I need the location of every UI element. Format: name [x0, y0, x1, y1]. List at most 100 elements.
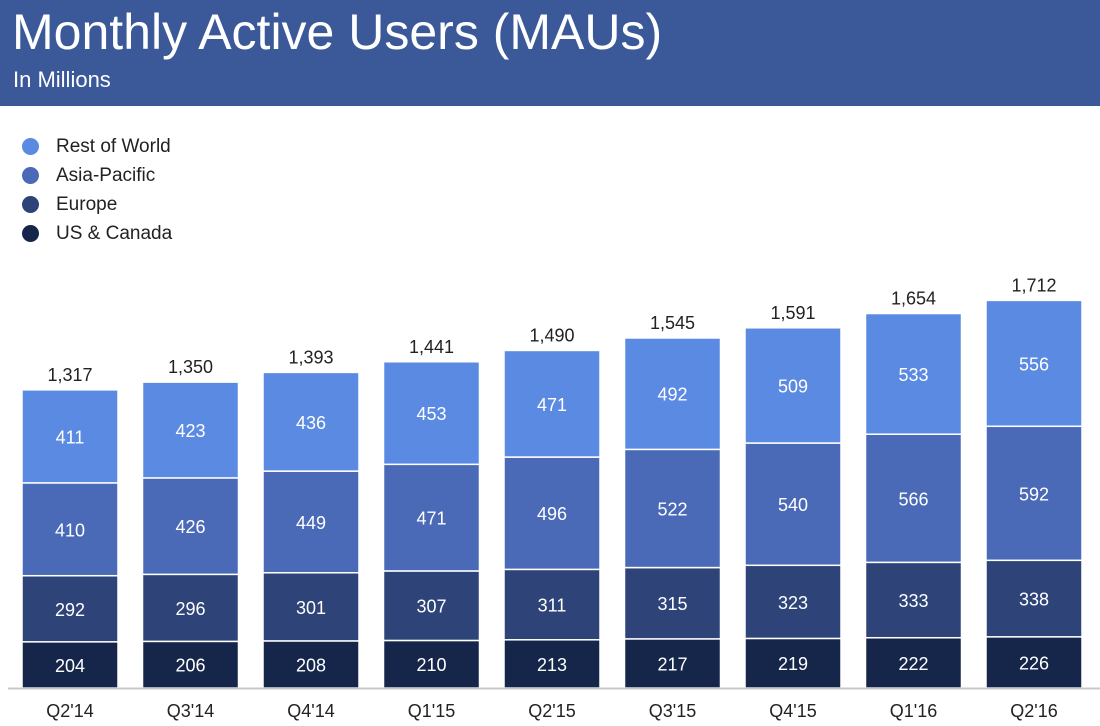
- bar-segment-rest-of-world: [623, 337, 722, 451]
- bar-value-label: 222: [898, 654, 928, 674]
- bar-segment-rest-of-world: [382, 361, 481, 466]
- bar-total-label: 1,591: [770, 303, 815, 323]
- bar-segment-europe: [141, 573, 240, 643]
- x-tick-label: Q3'14: [167, 701, 214, 721]
- bar-segment-us-canada: [623, 638, 722, 689]
- bar-value-label: 533: [898, 365, 928, 385]
- bar-segment-europe: [262, 572, 360, 642]
- bar-value-label: 492: [657, 385, 687, 405]
- x-tick-label: Q4'14: [287, 701, 334, 721]
- bar-value-label: 301: [296, 598, 326, 618]
- bar-segment-europe: [864, 561, 963, 639]
- legend-label: Rest of World: [56, 135, 171, 157]
- bar-segment-rest-of-world: [503, 349, 601, 458]
- bar-value-label: 226: [1019, 653, 1049, 673]
- legend-item-us-canada: US & Canada: [22, 219, 172, 248]
- bar-value-label: 436: [296, 413, 326, 433]
- bar-segment-asia-pacific: [503, 456, 601, 571]
- bar-value-label: 296: [175, 599, 205, 619]
- bar-value-label: 411: [56, 427, 85, 447]
- bar-segment-asia-pacific: [864, 433, 963, 564]
- bar-total-label: 1,490: [529, 325, 574, 345]
- bar-value-label: 496: [537, 504, 567, 524]
- x-tick-label: Q1'15: [408, 701, 455, 721]
- bar-segment-rest-of-world: [21, 389, 119, 484]
- bar-value-label: 592: [1019, 484, 1049, 504]
- bar-value-label: 423: [175, 421, 205, 441]
- bar-segment-asia-pacific: [744, 442, 842, 567]
- bar-value-label: 426: [175, 517, 205, 537]
- chart-legend: Rest of World Asia-Pacific Europe US & C…: [22, 132, 172, 248]
- bar-value-label: 311: [538, 596, 567, 616]
- bar-total-label: 1,654: [891, 289, 936, 309]
- bar-segment-asia-pacific: [623, 448, 722, 569]
- legend-item-asia-pacific: Asia-Pacific: [22, 161, 172, 190]
- bar-value-label: 509: [778, 376, 808, 396]
- bar-segment-europe: [382, 570, 481, 642]
- bar-segment-europe: [744, 564, 842, 640]
- x-tick-label: Q2'15: [528, 701, 575, 721]
- bar-segment-asia-pacific: [262, 470, 360, 574]
- bar-value-label: 204: [55, 656, 85, 676]
- bar-segment-europe: [503, 568, 601, 641]
- legend-item-rest-of-world: Rest of World: [22, 132, 172, 161]
- legend-swatch-asia-pacific: [22, 167, 39, 184]
- bar-segment-us-canada: [141, 640, 240, 689]
- page-subtitle: In Millions: [13, 67, 111, 92]
- bar-segment-us-canada: [744, 637, 842, 689]
- bar-segment-us-canada: [503, 639, 601, 689]
- legend-swatch-europe: [22, 196, 39, 213]
- bar-segment-rest-of-world: [985, 299, 1083, 428]
- bar-total-label: 1,317: [47, 365, 92, 385]
- bar-segment-rest-of-world: [141, 381, 240, 479]
- bar-value-label: 453: [416, 404, 446, 424]
- bar-value-label: 307: [416, 597, 446, 617]
- bar-segment-rest-of-world: [744, 327, 842, 444]
- x-tick-label: Q1'16: [890, 701, 937, 721]
- bar-segment-rest-of-world: [262, 371, 360, 472]
- bar-value-label: 540: [778, 495, 808, 515]
- bar-value-label: 556: [1019, 354, 1049, 374]
- bar-segment-asia-pacific: [141, 477, 240, 576]
- bar-value-label: 213: [537, 655, 567, 675]
- legend-label: US & Canada: [56, 222, 173, 244]
- legend-label: Europe: [56, 193, 118, 215]
- bar-total-label: 1,393: [288, 347, 333, 367]
- x-tick-label: Q2'14: [46, 701, 93, 721]
- bar-segment-us-canada: [382, 639, 481, 689]
- legend-item-europe: Europe: [22, 190, 172, 219]
- legend-swatch-rest-of-world: [22, 138, 39, 155]
- bar-value-label: 471: [537, 395, 567, 415]
- bar-value-label: 449: [296, 513, 326, 533]
- header-banner: Monthly Active Users (MAUs) In Millions: [0, 0, 1100, 106]
- bar-segment-europe: [623, 566, 722, 640]
- bar-value-label: 210: [416, 655, 446, 675]
- legend-swatch-us-canada: [22, 225, 39, 242]
- bar-value-label: 315: [657, 594, 687, 614]
- bar-value-label: 410: [55, 520, 85, 540]
- x-tick-label: Q3'15: [649, 701, 696, 721]
- bar-value-label: 323: [778, 593, 808, 613]
- bar-value-label: 566: [898, 489, 928, 509]
- bar-value-label: 208: [296, 655, 326, 675]
- bar-value-label: 338: [1019, 590, 1049, 610]
- x-tick-label: Q4'15: [769, 701, 816, 721]
- bar-value-label: 522: [657, 499, 687, 519]
- bar-segment-asia-pacific: [382, 463, 481, 572]
- bar-segment-asia-pacific: [985, 425, 1083, 562]
- bar-value-label: 206: [175, 656, 205, 676]
- bar-value-label: 471: [416, 509, 446, 529]
- bar-total-label: 1,441: [409, 337, 454, 357]
- bar-total-label: 1,545: [650, 313, 695, 333]
- bar-value-label: 217: [657, 654, 687, 674]
- bar-total-label: 1,712: [1011, 275, 1056, 295]
- x-tick-label: Q2'16: [1010, 701, 1057, 721]
- bar-segment-asia-pacific: [21, 482, 119, 577]
- bar-segment-us-canada: [262, 640, 360, 689]
- bar-value-label: 219: [778, 654, 808, 674]
- bar-value-label: 292: [55, 600, 85, 620]
- legend-label: Asia-Pacific: [56, 164, 156, 186]
- bar-segment-rest-of-world: [864, 312, 963, 435]
- bar-total-label: 1,350: [168, 357, 213, 377]
